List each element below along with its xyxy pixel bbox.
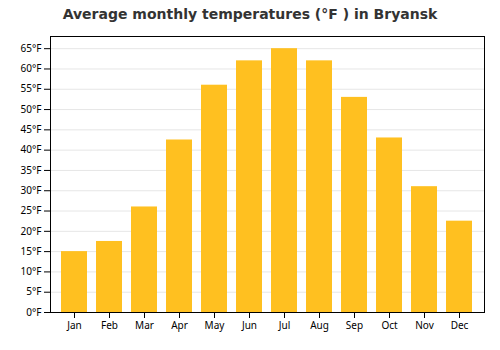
- svg-text:Aug: Aug: [310, 318, 329, 332]
- svg-text:45°F: 45°F: [21, 122, 42, 136]
- svg-text:Nov: Nov: [415, 318, 434, 332]
- svg-text:10°F: 10°F: [21, 264, 42, 278]
- svg-text:Feb: Feb: [101, 318, 118, 332]
- svg-text:60°F: 60°F: [21, 61, 42, 75]
- svg-text:Jun: Jun: [241, 318, 257, 332]
- svg-text:0°F: 0°F: [26, 305, 41, 319]
- svg-text:15°F: 15°F: [21, 244, 42, 258]
- svg-text:20°F: 20°F: [21, 224, 42, 238]
- svg-text:Sep: Sep: [346, 318, 363, 332]
- svg-text:65°F: 65°F: [21, 41, 42, 55]
- svg-text:35°F: 35°F: [21, 163, 42, 177]
- svg-text:Jan: Jan: [66, 318, 82, 332]
- svg-text:May: May: [205, 318, 226, 332]
- svg-text:Mar: Mar: [135, 318, 154, 332]
- svg-text:50°F: 50°F: [21, 102, 42, 116]
- svg-text:Jul: Jul: [278, 318, 291, 332]
- svg-text:30°F: 30°F: [21, 183, 42, 197]
- svg-text:55°F: 55°F: [21, 81, 42, 95]
- html-text:Average monthly temperatures (: Average monthly temperatures (°F ) in Br…: [62, 6, 438, 22]
- svg-text:40°F: 40°F: [21, 142, 42, 156]
- svg-text:Dec: Dec: [451, 318, 469, 332]
- svg-text:25°F: 25°F: [21, 203, 42, 217]
- svg-text:5°F: 5°F: [26, 284, 41, 298]
- svg-text:Oct: Oct: [381, 318, 398, 332]
- svg-text:Apr: Apr: [171, 318, 188, 332]
